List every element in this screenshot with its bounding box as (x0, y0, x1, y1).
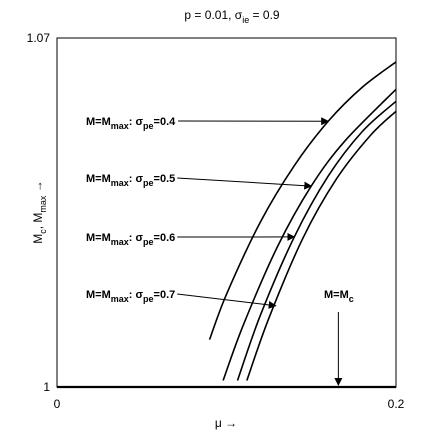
series-line-3 (246, 110, 397, 381)
annotation-label-2: M=Mmax: σpe=0.6 (86, 232, 175, 247)
series-line-1 (222, 88, 397, 381)
annotation-arrow-3 (177, 293, 277, 309)
annotation-layer: M=Mmax: σpe=0.4 M=Mmax: σpe=0.5 M=Mmax: σp… (86, 116, 354, 386)
x-tick-label-1: 0.2 (388, 397, 405, 411)
y-tick-label-1: 1.07 (27, 31, 51, 45)
plot-frame (56, 37, 397, 388)
annotation-label-1: M=Mmax: σpe=0.5 (86, 173, 175, 188)
series-line-2 (236, 100, 397, 381)
x-axis-label: μ → (215, 416, 237, 430)
annotation-label-3: M=Mmax: σpe=0.7 (86, 289, 175, 304)
series-line-0 (208, 61, 397, 340)
series-layer (57, 61, 397, 389)
x-tick-label-0: 0 (54, 397, 61, 411)
y-axis-label: Mc, Mmax → (31, 180, 48, 244)
y-tick-label-0: 1 (43, 380, 50, 394)
annotation-label-0: M=Mmax: σpe=0.4 (86, 116, 176, 131)
annotation-arrow-1 (177, 177, 313, 190)
ticks-layer: 1 1.07 0 0.2 (27, 31, 405, 411)
chart-title: p = 0.01, σie = 0.9 (184, 8, 279, 25)
annotation-label-4: M=Mc (324, 289, 354, 304)
